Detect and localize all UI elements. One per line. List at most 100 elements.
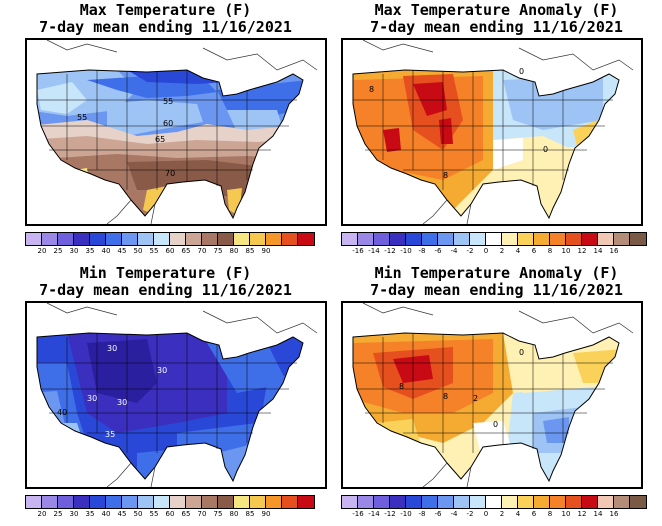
colorbar-swatch bbox=[298, 496, 314, 508]
contour-label: 40 bbox=[57, 408, 67, 417]
colorbar-swatch bbox=[342, 496, 358, 508]
colorbar-tick-label: -2 bbox=[466, 510, 474, 518]
contour-label: 30 bbox=[157, 366, 167, 375]
colorbar-swatch bbox=[614, 233, 630, 245]
contour-label: 8 bbox=[369, 85, 374, 94]
colorbar-tick-label: 25 bbox=[53, 510, 63, 518]
colorbar-tick-label: -14 bbox=[368, 510, 380, 518]
colorbar-swatch bbox=[550, 496, 566, 508]
colorbar-tick-label: 70 bbox=[197, 510, 207, 518]
colorbar-swatch bbox=[422, 233, 438, 245]
state-boundaries bbox=[37, 333, 297, 453]
colorbar-swatch bbox=[58, 233, 74, 245]
colorbar-swatch bbox=[250, 233, 266, 245]
contour-label: 8 bbox=[443, 171, 448, 180]
map-min-temperature: 30 30 30 30 40 35 bbox=[25, 301, 327, 489]
contour-label: 65 bbox=[155, 135, 165, 144]
colorbar-swatch bbox=[186, 496, 202, 508]
canada-mexico-outline bbox=[362, 40, 634, 224]
colorbar-swatch bbox=[218, 496, 234, 508]
colorbar-swatch bbox=[502, 496, 518, 508]
canada-mexico-outline bbox=[362, 303, 634, 487]
colorbar-swatch bbox=[266, 233, 282, 245]
panel-subtitle: 7-day mean ending 11/16/2021 bbox=[370, 18, 623, 36]
colorbar-swatch bbox=[298, 233, 314, 245]
colorbar-tick-label: 35 bbox=[85, 247, 95, 255]
colorbar-tick-label: 0 bbox=[483, 510, 489, 518]
colorbar-swatch bbox=[218, 233, 234, 245]
colorbar-tick-label: 4 bbox=[515, 510, 521, 518]
panel-min-temperature: Min Temperature (F) 7-day mean ending 11… bbox=[0, 263, 331, 526]
colorbar-tick-label: 60 bbox=[165, 247, 175, 255]
contour-label: 30 bbox=[87, 394, 97, 403]
colorbar-swatch bbox=[422, 496, 438, 508]
panel-min-temperature-anomaly: Min Temperature Anomaly (F) 7-day mean e… bbox=[331, 263, 662, 526]
colorbar-tick-label: 60 bbox=[165, 510, 175, 518]
contour-label: 0 bbox=[543, 145, 548, 154]
colorbar-swatch bbox=[266, 496, 282, 508]
colorbar-tick-label: 85 bbox=[245, 510, 255, 518]
colorbar-swatch bbox=[582, 233, 598, 245]
colorbar-swatch bbox=[58, 496, 74, 508]
colorbar-tick-label: 16 bbox=[609, 510, 619, 518]
map-min-temperature-anomaly: 0 8 8 2 0 bbox=[341, 301, 643, 489]
colorbar-tick-label: -8 bbox=[418, 510, 426, 518]
colorbar-swatch bbox=[42, 233, 58, 245]
colorbar-swatch bbox=[390, 233, 406, 245]
colorbar-tick-label: 20 bbox=[37, 510, 47, 518]
colorbar-tick-label: 14 bbox=[593, 510, 603, 518]
colorbar-tick-label: 50 bbox=[133, 510, 143, 518]
panel-subtitle: 7-day mean ending 11/16/2021 bbox=[39, 18, 292, 36]
colorbar-swatch bbox=[518, 496, 534, 508]
colorbar-tick-label: 0 bbox=[483, 247, 489, 255]
colorbar-tick-label: 20 bbox=[37, 247, 47, 255]
colorbar-tick-label: 16 bbox=[609, 247, 619, 255]
colorbar-tick-label: 4 bbox=[515, 247, 521, 255]
panel-title: Max Temperature Anomaly (F) bbox=[374, 1, 619, 19]
colorbar-tick-label: 14 bbox=[593, 247, 603, 255]
colorbar-swatch bbox=[74, 233, 90, 245]
colorbar-tick-label: 55 bbox=[149, 510, 159, 518]
colorbar-swatch bbox=[374, 496, 390, 508]
colorbar-swatch bbox=[358, 496, 374, 508]
map-max-temperature-anomaly: 0 8 8 0 bbox=[341, 38, 643, 226]
colorbar-tick-label: 12 bbox=[577, 247, 587, 255]
contour-label: 30 bbox=[117, 398, 127, 407]
colorbar-tick-label: 35 bbox=[85, 510, 95, 518]
colorbar-tick-label: 40 bbox=[101, 510, 111, 518]
panel-title: Min Temperature Anomaly (F) bbox=[374, 264, 619, 282]
colorbar-swatch bbox=[202, 233, 218, 245]
colorbar bbox=[25, 495, 315, 509]
colorbar-tick-label: -2 bbox=[466, 247, 474, 255]
panel-title: Max Temperature (F) bbox=[79, 1, 252, 19]
colorbar bbox=[25, 232, 315, 246]
colorbar-tick-label: 10 bbox=[561, 247, 571, 255]
colorbar-swatch bbox=[406, 496, 422, 508]
colorbar-tick-label: 30 bbox=[69, 510, 79, 518]
colorbar-tick-label: 70 bbox=[197, 247, 207, 255]
colorbar-swatch bbox=[534, 233, 550, 245]
panel-title: Min Temperature (F) bbox=[79, 264, 252, 282]
colorbar-tick-label: 75 bbox=[213, 510, 223, 518]
colorbar-swatch bbox=[470, 233, 486, 245]
temperature-field bbox=[37, 70, 303, 218]
colorbar-tick-label: -8 bbox=[418, 247, 426, 255]
colorbar-swatch bbox=[42, 496, 58, 508]
map-max-temperature: 55 55 60 65 70 bbox=[25, 38, 327, 226]
colorbar-tick-label: 8 bbox=[547, 247, 553, 255]
state-boundaries bbox=[353, 70, 613, 190]
contour-label: 30 bbox=[107, 344, 117, 353]
colorbar-tick-label: -14 bbox=[368, 247, 380, 255]
colorbar-swatch bbox=[550, 233, 566, 245]
colorbar-swatch bbox=[598, 496, 614, 508]
colorbar-tick-label: 50 bbox=[133, 247, 143, 255]
temperature-field bbox=[37, 333, 303, 481]
colorbar-swatch bbox=[170, 233, 186, 245]
contour-label: 55 bbox=[77, 113, 87, 122]
colorbar-swatch bbox=[438, 496, 454, 508]
colorbar-tick-label: 80 bbox=[229, 247, 239, 255]
colorbar-tick-label: -16 bbox=[352, 247, 364, 255]
colorbar-swatch bbox=[154, 233, 170, 245]
colorbar-tick-label: 55 bbox=[149, 247, 159, 255]
colorbar-tick-label: 2 bbox=[499, 247, 505, 255]
